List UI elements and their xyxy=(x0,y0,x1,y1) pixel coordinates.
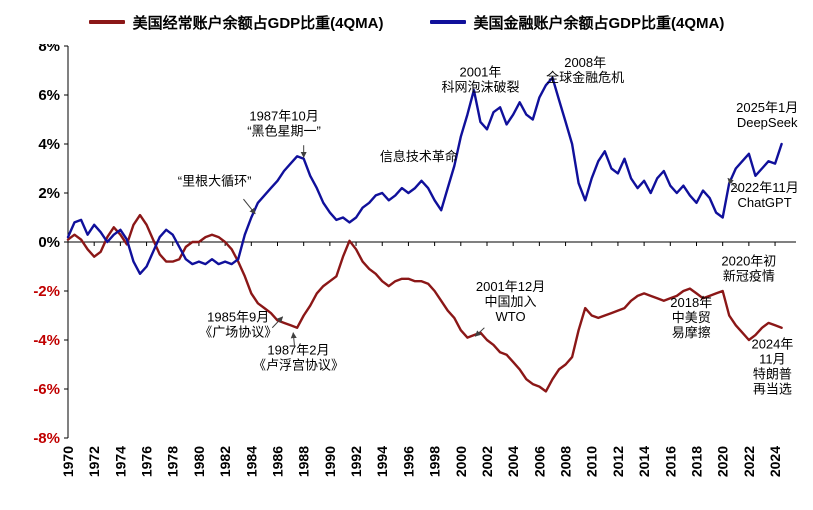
x-axis-label: 2008 xyxy=(558,446,574,477)
x-axis-label: 2002 xyxy=(479,446,495,477)
financial-account-line xyxy=(66,76,783,276)
annotation-text: 2022年11月 xyxy=(730,180,798,195)
annotation-text: 全球金融危机 xyxy=(546,70,624,85)
annotation-text: 新冠疫情 xyxy=(723,268,775,283)
x-axis-label: 1980 xyxy=(191,446,207,477)
line-chart-canvas: 8% 6% 4% 2% 0% -2% -4% -6% -8% 1970 1972 1974 1976 19… xyxy=(0,38,813,505)
x-axis-label: 2012 xyxy=(610,446,626,477)
x-axis-label: 2004 xyxy=(505,446,521,477)
x-axis-label: 1994 xyxy=(374,446,390,477)
y-axis-label: 8% xyxy=(38,44,60,55)
annotation-text: 易摩擦 xyxy=(672,325,711,340)
x-axis-label: 1978 xyxy=(165,446,181,477)
annotation-text: 1987年10月 xyxy=(249,109,318,124)
y-axis-label: 4% xyxy=(38,136,60,153)
x-axis-label: 2000 xyxy=(453,446,469,477)
x-axis-label: 1970 xyxy=(60,446,76,477)
legend-item-current-account: 美国经常账户余额占GDP比重(4QMA) xyxy=(88,12,384,33)
annotation-text: 《卢浮宫协议》 xyxy=(253,358,344,373)
annotation-text: “黑色星期一” xyxy=(247,124,321,139)
annotation-arrow xyxy=(290,332,297,347)
annotation-text: 11月 xyxy=(759,352,786,367)
annotation-arrow xyxy=(474,327,485,337)
y-axis-label: -6% xyxy=(33,381,60,398)
annotation-text: “里根大循环” xyxy=(178,174,252,189)
annotation-text: ChatGPT xyxy=(737,195,791,210)
x-axis-label: 2014 xyxy=(636,446,652,477)
annotation-text: 再当选 xyxy=(753,382,792,397)
annotation-text: 2001年 xyxy=(459,65,501,80)
y-axis-label: 2% xyxy=(38,185,60,202)
current-account-line xyxy=(66,213,783,393)
annotation-text: 1985年9月 xyxy=(207,310,269,325)
x-axis-label: 2010 xyxy=(584,446,600,477)
annotation-text: 2008年 xyxy=(564,55,606,70)
x-axis-label: 1974 xyxy=(112,446,128,477)
annotation-text: 2024年 xyxy=(751,337,793,352)
x-axis-label: 2022 xyxy=(741,446,757,477)
chart-legend: 美国经常账户余额占GDP比重(4QMA) 美国金融账户余额占GDP比重(4QMA… xyxy=(0,0,813,44)
annotation-text: 2025年1月 xyxy=(736,100,798,115)
annotation-text: 2020年初 xyxy=(721,253,776,268)
y-axis-label: 6% xyxy=(38,87,60,104)
legend-item-financial-account: 美国金融账户余额占GDP比重(4QMA) xyxy=(429,12,725,33)
annotation-text: DeepSeek xyxy=(737,115,798,130)
x-axis-label: 1986 xyxy=(269,446,285,477)
x-axis-label: 2018 xyxy=(688,446,704,477)
annotation-text: 特朗普 xyxy=(753,367,792,382)
annotation-arrow xyxy=(271,316,284,329)
annotation-arrow xyxy=(727,177,739,191)
annotation-text: 1987年2月 xyxy=(267,343,329,358)
y-axis-label: 0% xyxy=(38,234,60,251)
annotation-text: 科网泡沫破裂 xyxy=(441,80,519,95)
x-axis-label: 1972 xyxy=(86,446,102,477)
annotation-text: 2001年12月 xyxy=(476,279,545,294)
x-axis-label: 1988 xyxy=(296,446,312,477)
legend-label-financial-account: 美国金融账户余额占GDP比重(4QMA) xyxy=(473,14,725,32)
x-axis-label: 2006 xyxy=(531,446,547,477)
annotation-text: 2018年 xyxy=(670,295,712,310)
x-axis-label: 2016 xyxy=(662,446,678,477)
annotation-text: 中国加入 xyxy=(485,294,537,309)
annotation-text: 《广场协议》 xyxy=(199,325,277,340)
x-axis-label: 1984 xyxy=(243,446,259,477)
x-axis-label: 2024 xyxy=(767,446,783,477)
annotation-arrow xyxy=(243,198,256,215)
x-axis-label: 1992 xyxy=(348,446,364,477)
legend-swatch-financial-account xyxy=(429,20,466,24)
x-axis-label: 2020 xyxy=(715,446,731,477)
x-axis-label: 1990 xyxy=(322,446,338,477)
x-axis-label: 1996 xyxy=(400,446,416,477)
y-axis-label: -2% xyxy=(33,283,60,300)
annotation-text: 信息技术革命 xyxy=(380,149,458,164)
annotation-text: 中美贸 xyxy=(672,310,711,325)
x-axis-label: 1998 xyxy=(427,446,443,477)
y-axis-label: -8% xyxy=(33,430,60,447)
legend-swatch-current-account xyxy=(88,20,125,24)
y-axis-label: -4% xyxy=(33,332,60,349)
x-axis-label: 1982 xyxy=(217,446,233,477)
x-axis-label: 1976 xyxy=(139,446,155,477)
annotation-text: WTO xyxy=(496,309,526,324)
legend-label-current-account: 美国经常账户余额占GDP比重(4QMA) xyxy=(132,14,384,32)
chart-svg: 8% 6% 4% 2% 0% -2% -4% -6% -8%1970 1972 1974 1976 19… xyxy=(33,38,798,477)
